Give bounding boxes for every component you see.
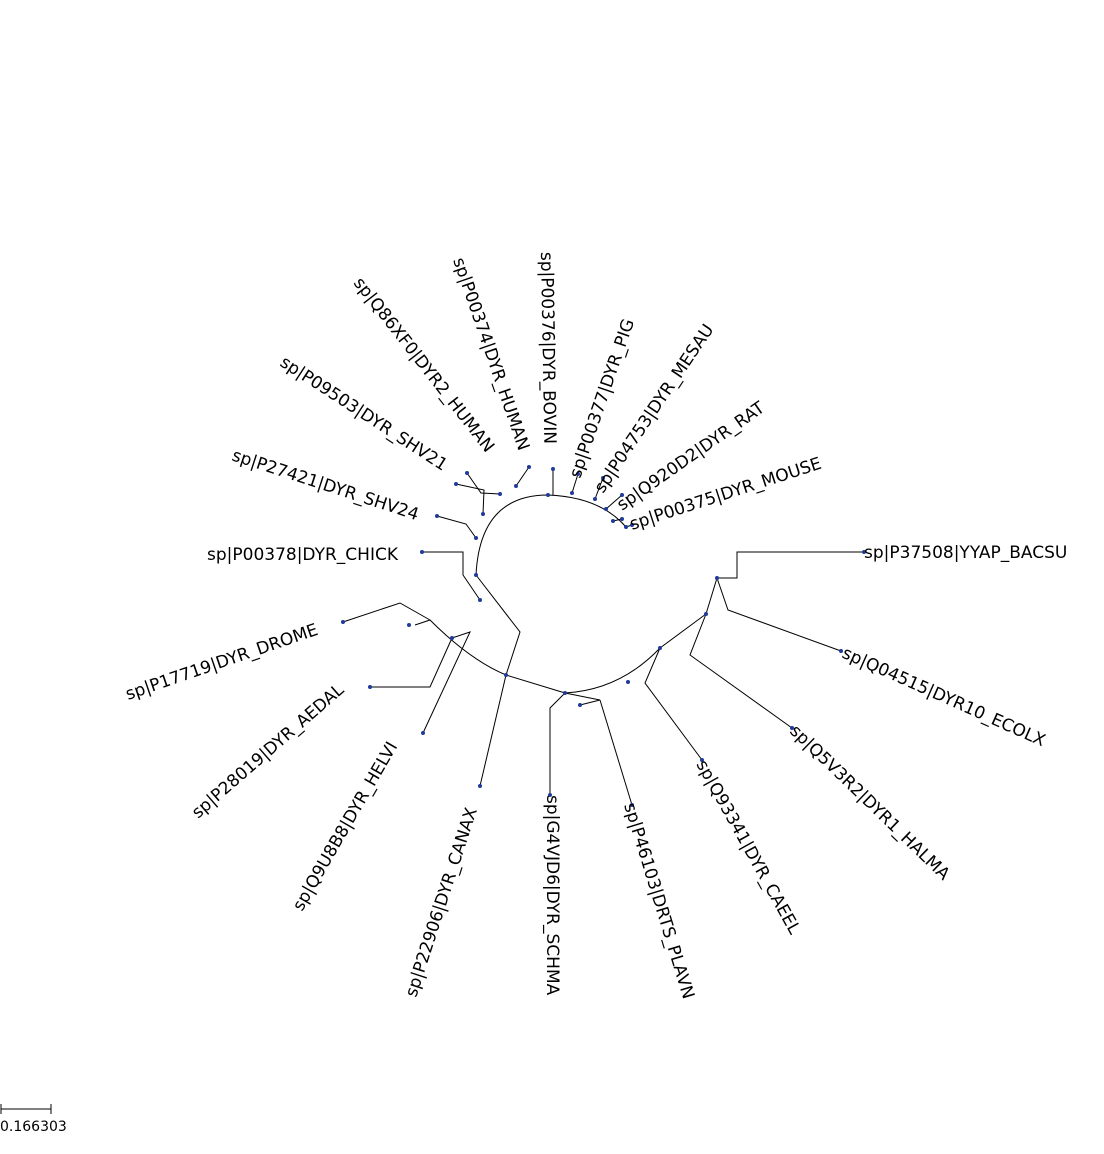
branch-7 (689, 613, 793, 729)
leaf-label-caeel: sp|Q93341|DYR_CAEEL (692, 757, 805, 938)
tree-node-3 (700, 758, 704, 762)
branch-6 (659, 551, 864, 649)
tree-branches (342, 466, 864, 806)
tree-node-15 (551, 467, 555, 471)
branch-14 (455, 483, 485, 515)
branch-18 (571, 473, 579, 494)
tree-node-13 (465, 471, 469, 475)
tree-node-16 (576, 472, 580, 476)
tree-node-14 (527, 465, 531, 469)
branch-19 (594, 477, 604, 500)
leaf-label-bacsu: sp|P37508|YYAP_BACSU (864, 543, 1067, 563)
tree-node-26 (715, 576, 719, 580)
tree-node-39 (626, 680, 630, 684)
leaf-labels: sp|P37508|YYAP_BACSU sp|Q04515|DYR10_ECO… (123, 252, 1067, 1002)
branch-2 (414, 619, 507, 676)
tree-node-7 (421, 731, 425, 735)
tree-node-36 (611, 519, 615, 523)
leaf-label-mouse: sp|P00375|DYR_MOUSE (627, 454, 824, 535)
leaf-label-drome: sp|P17719|DYR_DROME (123, 620, 320, 705)
tree-node-29 (481, 512, 485, 516)
branch-9 (644, 647, 703, 761)
tree-node-9 (341, 620, 345, 624)
tree-node-8 (368, 685, 372, 689)
branch-27 (564, 692, 601, 701)
branch-23 (370, 637, 453, 688)
leaf-label-plavn: sp|P46103|DRTS_PLAVN (619, 801, 698, 1002)
tree-node-1 (839, 649, 843, 653)
branch-5 (564, 647, 661, 694)
tree-node-12 (454, 482, 458, 486)
branch-25 (342, 602, 431, 623)
branch-20 (605, 494, 623, 510)
tree-node-22 (504, 673, 508, 677)
branch-0 (475, 494, 627, 576)
tree-node-34 (593, 497, 597, 501)
tree-node-38 (478, 598, 482, 602)
tree-node-11 (435, 514, 439, 518)
tree-node-31 (514, 484, 518, 488)
tree-node-6 (478, 784, 482, 788)
branch-11 (579, 699, 601, 706)
scale-bar-label: 0.166303 (0, 1119, 67, 1135)
branch-8 (716, 577, 842, 652)
branch-15 (466, 472, 501, 495)
tree-node-18 (620, 493, 624, 497)
branch-24 (422, 631, 471, 734)
tree-node-30 (498, 492, 502, 496)
leaf-label-aedal: sp|P28019|DYR_AEDAL (188, 680, 348, 823)
tree-node-5 (548, 793, 552, 797)
tree-node-40 (407, 623, 411, 627)
branch-12 (422, 551, 481, 601)
leaf-label-ecolx: sp|Q04515|DYR10_ECOLX (839, 643, 1049, 751)
tree-nodes (341, 465, 866, 807)
tree-node-32 (546, 493, 550, 497)
leaf-label-chick: sp|P00378|DYR_CHICK (207, 545, 399, 565)
tree-node-28 (578, 703, 582, 707)
tree-node-19 (620, 517, 624, 521)
leaf-label-halma: sp|Q5V3R2|DYR1_HALMA (786, 721, 954, 884)
tree-node-33 (570, 491, 574, 495)
tree-node-10 (420, 550, 424, 554)
tree-node-2 (790, 726, 794, 730)
branch-1 (475, 574, 521, 676)
branch-4 (549, 692, 566, 795)
branch-10 (599, 699, 633, 806)
tree-node-25 (704, 612, 708, 616)
tree-node-4 (630, 803, 634, 807)
branch-16 (515, 466, 530, 487)
branch-26 (479, 674, 507, 787)
tree-node-17 (601, 476, 605, 480)
leaf-label-shv24: sp|P27421|DYR_SHV24 (229, 446, 421, 525)
tree-node-0 (862, 550, 866, 554)
tree-node-27 (450, 636, 454, 640)
tree-node-35 (604, 507, 608, 511)
branch-3 (505, 674, 566, 694)
scale-bar: 0.166303 (0, 1104, 67, 1135)
tree-node-37 (624, 525, 628, 529)
leaf-label-helvi: sp|Q9U8B8|DYR_HELVI (289, 739, 402, 915)
tree-node-41 (474, 536, 478, 540)
branch-13 (436, 515, 477, 539)
tree-node-24 (658, 646, 662, 650)
tree-node-21 (474, 573, 478, 577)
leaf-label-bovin: sp|P00376|DYR_BOVIN (536, 252, 559, 444)
tree-node-23 (563, 691, 567, 695)
tree-node-20 (630, 523, 634, 527)
leaf-label-canax: sp|P22906|DYR_CANAX (402, 805, 482, 1000)
leaf-label-schma: sp|G4VJD6|DYR_SCHMA (542, 795, 562, 996)
